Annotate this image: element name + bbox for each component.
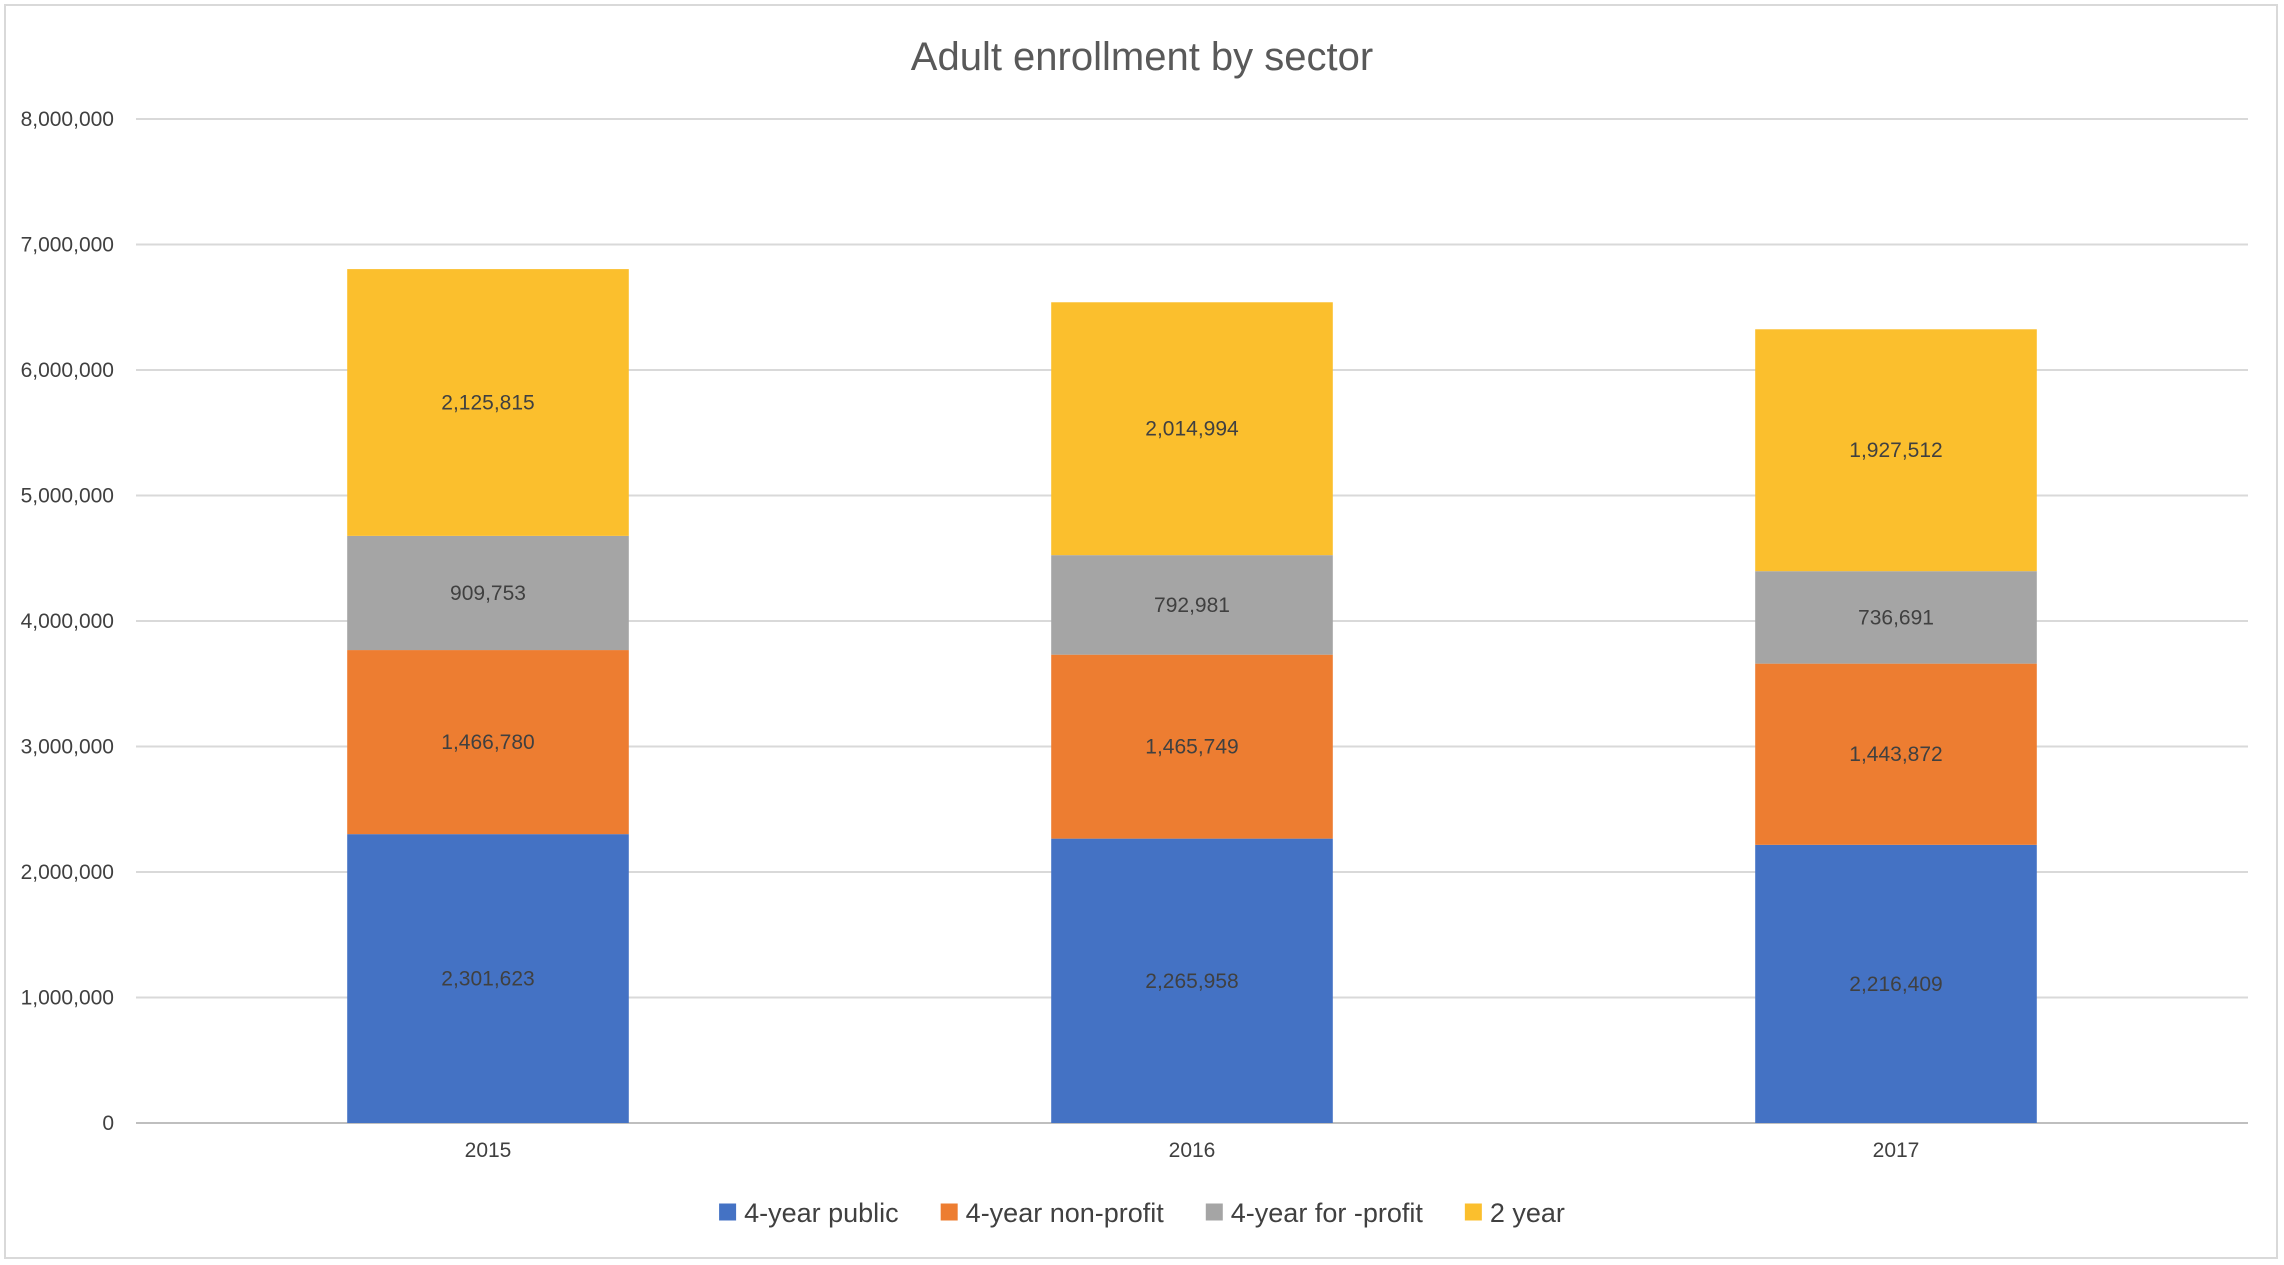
y-tick-label: 4,000,000: [21, 610, 114, 633]
bar-segment: [347, 650, 629, 835]
data-label: 2,216,409: [1849, 973, 1942, 996]
legend-swatch: [719, 1203, 737, 1221]
y-axis: 0 1,000,000 2,000,000 3,000,000 4,000,000 5,0…: [21, 108, 114, 1135]
data-label: 792,981: [1154, 594, 1230, 617]
data-label: 1,443,872: [1849, 743, 1942, 766]
data-label: 2,265,958: [1145, 970, 1238, 993]
y-tick-label: 8,000,000: [21, 108, 114, 131]
bar-segment: [347, 269, 629, 536]
y-tick-label: 2,000,000: [21, 861, 114, 884]
bar-segment: [1755, 329, 2037, 572]
bar-segment: [1755, 844, 2037, 1123]
bar-segment: [347, 535, 629, 651]
x-tick-label: 2016: [1169, 1139, 1216, 1162]
legend-label: 2 year: [1490, 1198, 1565, 1228]
bar-segment: [1051, 654, 1333, 839]
data-label: 1,927,512: [1849, 439, 1942, 462]
legend-swatch: [1464, 1203, 1482, 1221]
x-axis: 2015 2016 2017: [465, 1139, 1920, 1162]
data-label: 1,465,749: [1145, 736, 1238, 759]
data-label: 1,466,780: [441, 731, 534, 754]
bars: 2,301,623 1,466,780 909,753 2,125,815 2,265,…: [347, 269, 2037, 1123]
y-tick-label: 5,000,000: [21, 485, 114, 508]
legend-label: 4-year public: [744, 1198, 899, 1228]
data-label: 2,125,815: [441, 391, 534, 414]
legend-label: 4-year non-profit: [966, 1198, 1165, 1228]
bar-segment: [1051, 302, 1333, 556]
y-tick-label: 0: [102, 1112, 114, 1135]
y-tick-label: 3,000,000: [21, 736, 114, 759]
bar-segment: [1051, 838, 1333, 1123]
x-tick-label: 2017: [1873, 1139, 1920, 1162]
data-label: 736,691: [1858, 606, 1934, 629]
bar-segment: [1755, 571, 2037, 664]
chart-title: Adult enrollment by sector: [911, 35, 1373, 79]
bar-segment: [1755, 663, 2037, 845]
x-tick-label: 2015: [465, 1139, 512, 1162]
y-tick-label: 7,000,000: [21, 234, 114, 257]
legend: 4-year public 4-year non-profit 4-year for…: [719, 1198, 1565, 1228]
y-tick-label: 1,000,000: [21, 987, 114, 1010]
bar-segment: [347, 834, 629, 1123]
legend-label: 4-year for -profit: [1231, 1198, 1424, 1228]
data-label: 909,753: [450, 582, 526, 605]
data-label: 2,301,623: [441, 968, 534, 991]
bar-segment: [1051, 555, 1333, 655]
legend-swatch: [1205, 1203, 1223, 1221]
y-tick-label: 6,000,000: [21, 359, 114, 382]
data-label: 2,014,994: [1145, 418, 1239, 441]
legend-swatch: [940, 1203, 958, 1221]
